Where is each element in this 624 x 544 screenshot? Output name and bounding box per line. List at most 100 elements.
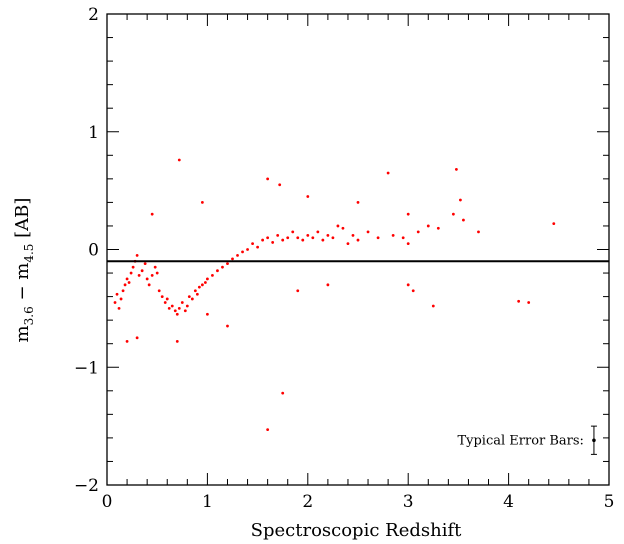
data-point: [150, 274, 154, 277]
y-label-sub-2: 4.5: [22, 244, 36, 263]
data-point: [163, 301, 167, 304]
y-label-sep: −: [12, 280, 33, 307]
data-point: [411, 289, 415, 293]
data-point: [366, 230, 370, 234]
data-point: [306, 233, 310, 237]
data-point: [351, 233, 355, 237]
data-point: [193, 289, 197, 293]
axis-ticks: [106, 13, 610, 486]
data-point: [454, 168, 458, 171]
data-point: [356, 201, 360, 204]
data-point: [131, 265, 135, 269]
data-point: [426, 224, 430, 228]
data-point: [150, 212, 154, 216]
data-point: [211, 274, 214, 277]
data-point: [296, 236, 300, 240]
data-point: [401, 236, 405, 240]
data-point: [155, 271, 159, 275]
data-point: [271, 241, 275, 244]
error-bar-annotation: Typical Error Bars:: [457, 425, 597, 455]
data-point: [236, 253, 239, 257]
x-tick-label: 2: [302, 492, 313, 512]
data-point: [281, 238, 285, 242]
data-point: [135, 253, 139, 257]
plot-border: [106, 13, 610, 486]
data-point: [165, 297, 169, 301]
data-point: [291, 230, 295, 234]
data-point: [183, 309, 187, 313]
data-point: [125, 277, 129, 281]
data-point: [436, 226, 440, 230]
y-axis-label: m3.6 − m4.5 [AB]: [12, 198, 36, 343]
data-point: [416, 230, 420, 234]
data-point: [115, 292, 119, 296]
data-point: [552, 222, 556, 225]
data-point: [140, 269, 144, 273]
data-points: [113, 158, 556, 432]
data-point: [221, 265, 224, 269]
data-point: [231, 257, 234, 261]
data-point: [226, 324, 229, 328]
data-point: [462, 218, 465, 222]
data-point: [266, 236, 270, 240]
data-point: [459, 198, 462, 202]
data-point: [306, 195, 310, 198]
y-tick-label: 1: [88, 123, 99, 143]
data-point: [119, 297, 123, 301]
data-point: [197, 285, 201, 289]
data-point: [113, 301, 117, 304]
y-tick-label: 2: [88, 5, 99, 25]
data-point: [326, 283, 330, 287]
data-point: [406, 283, 410, 287]
data-point: [246, 248, 249, 251]
data-point: [261, 238, 265, 242]
data-point: [145, 277, 149, 281]
data-point: [180, 301, 184, 304]
data-point: [129, 271, 133, 275]
data-point: [251, 242, 254, 246]
data-point: [200, 283, 204, 287]
data-point: [336, 224, 340, 228]
data-point: [477, 230, 480, 234]
data-point: [137, 274, 141, 277]
x-tick-label: 3: [403, 492, 414, 512]
data-point: [175, 312, 179, 316]
data-point: [185, 304, 189, 308]
data-point: [376, 236, 380, 240]
data-point: [517, 299, 521, 303]
data-point: [276, 233, 280, 237]
data-point: [177, 306, 181, 310]
data-point: [190, 297, 194, 301]
data-point: [451, 212, 455, 216]
x-tick-label: 4: [503, 492, 514, 512]
data-point: [170, 304, 174, 308]
data-point: [125, 339, 129, 343]
data-point: [157, 289, 161, 293]
data-point: [167, 306, 171, 310]
data-point: [341, 226, 345, 230]
data-point: [301, 238, 305, 242]
data-point: [117, 306, 121, 310]
data-point: [160, 295, 164, 298]
y-label-unit: [AB]: [12, 198, 33, 244]
data-point: [147, 283, 151, 287]
data-point: [286, 236, 290, 240]
data-point: [195, 292, 199, 296]
data-point: [356, 238, 360, 242]
data-point: [153, 265, 157, 269]
data-point: [266, 177, 270, 181]
data-point: [386, 171, 390, 175]
data-point: [135, 336, 139, 340]
x-tick-label: 5: [604, 492, 615, 512]
data-point: [173, 309, 177, 313]
data-point: [256, 245, 259, 249]
y-tick-label: −2: [74, 476, 99, 496]
data-point: [346, 242, 350, 246]
data-point: [175, 339, 179, 343]
data-point: [278, 183, 282, 187]
data-point: [331, 236, 335, 240]
data-point: [321, 238, 325, 242]
data-point: [206, 277, 209, 281]
x-tick-label: 0: [102, 492, 113, 512]
data-point: [177, 158, 181, 162]
